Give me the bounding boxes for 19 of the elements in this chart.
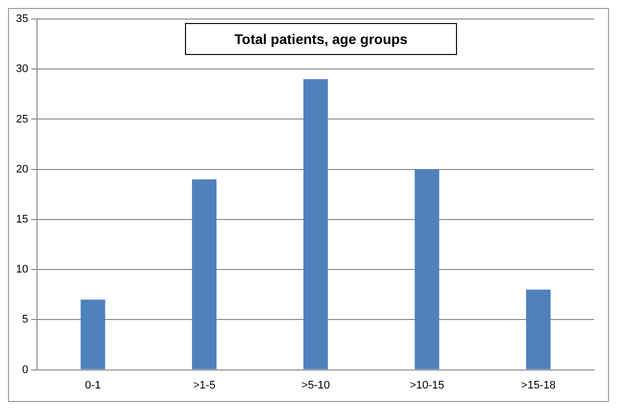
text: Total patients, age groups bbox=[185, 23, 457, 55]
y-tick-label: 10 bbox=[16, 264, 28, 276]
y-tick-label: 35 bbox=[16, 13, 28, 26]
bar bbox=[414, 169, 440, 370]
x-tick-label: >15-18 bbox=[521, 379, 556, 392]
y-tick-label: 15 bbox=[16, 213, 28, 226]
bar bbox=[192, 179, 217, 370]
y-tick-label: 5 bbox=[22, 314, 28, 326]
bar bbox=[80, 300, 106, 370]
x-tick-label: >1-5 bbox=[193, 379, 216, 392]
y-tick-label: 20 bbox=[16, 163, 28, 176]
x-tick-label: >10-15 bbox=[410, 379, 444, 392]
x-tick-label: 0-1 bbox=[84, 379, 101, 392]
bar bbox=[303, 79, 328, 370]
y-tick-label: 25 bbox=[16, 113, 28, 126]
y-tick-label: 0 bbox=[22, 364, 28, 376]
x-tick-label: >5-10 bbox=[301, 379, 330, 392]
bar bbox=[526, 290, 551, 370]
y-tick-label: 30 bbox=[16, 63, 28, 76]
